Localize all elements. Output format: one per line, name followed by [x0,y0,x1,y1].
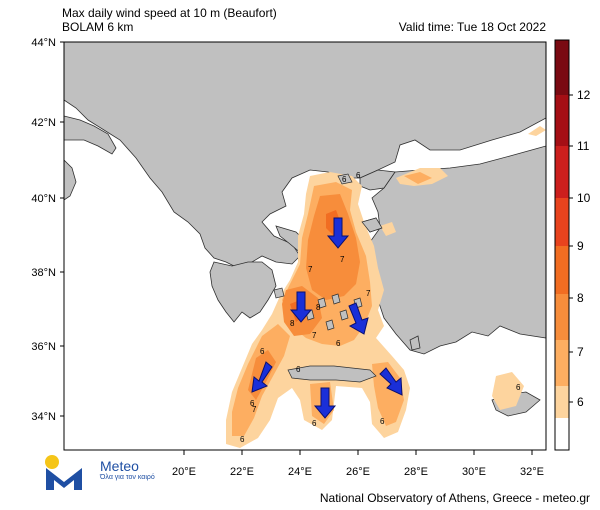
colorbar-segment [555,146,569,198]
contour-label: 6 [240,435,245,444]
contour-label: 7 [312,331,317,340]
colorbar-label: 9 [577,239,584,253]
colorbar-segment [555,340,569,386]
lon-label: 32°E [520,466,544,478]
land-masses [63,41,547,417]
colorbar-segment [555,418,569,450]
colorbar-segment [555,294,569,340]
contour-label: 7 [340,255,345,264]
lon-label: 20°E [172,466,196,478]
contour-label: 6 [250,399,255,408]
lat-label: 42°N [31,117,56,129]
colorbar-label: 10 [577,191,591,205]
contour-label: 8 [316,303,321,312]
wind-arrow-icon [313,387,337,419]
contour-label: 7 [308,265,313,274]
colorbar-segment [555,95,569,146]
map-title: Max daily wind speed at 10 m (Beaufort) [62,6,277,20]
contour-label: 6 [516,383,521,392]
lat-label: 34°N [31,411,56,423]
colorbar-segment [555,198,569,246]
longitude-axis: 20°E 22°E 24°E 26°E 28°E 30°E 32°E [172,450,544,478]
plot-frame [63,41,547,451]
anatolia [365,145,547,355]
model-name: BOLAM 6 km [62,20,134,34]
wind-arrow-icon [379,367,403,396]
contour-label: 6 [356,171,361,180]
contour-label: 8 [290,319,295,328]
logo-name: Meteo [100,458,139,474]
latitude-axis: 44°N 42°N 40°N 38°N 36°N 34°N [31,37,64,423]
contour-label: 7 [252,405,257,414]
logo-tagline: Όλα για τον καιρό [100,474,155,481]
lat-label: 40°N [31,193,56,205]
lon-label: 28°E [404,466,428,478]
colorbar-label: 12 [577,88,591,102]
contour-label: 6 [336,339,341,348]
wind-arrow-icon [348,302,369,335]
contour-label: 6 [312,419,317,428]
aegean-islands [273,173,383,383]
colorbar-label: 7 [577,345,584,359]
colorbar-frame [554,39,570,451]
lon-label: 30°E [462,466,486,478]
contour-label: 6 [296,365,301,374]
wind-arrows [251,217,403,419]
colorbar-segment [555,246,569,294]
lon-label: 24°E [288,466,312,478]
colorbar-label: 11 [577,139,590,153]
meteo-logo-icon [45,455,82,490]
lon-label: 22°E [230,466,254,478]
valid-time: Valid time: Tue 18 Oct 2022 [398,20,546,34]
wind-arrow-icon [251,361,273,393]
peloponnese [209,261,277,323]
colorbar-segment [555,40,569,95]
contour-label: 6 [342,175,347,184]
contour-label: 6 [260,347,265,356]
wind-arrow-icon [289,291,313,323]
italy-heel [63,115,117,155]
contour-label: 7 [366,289,371,298]
meteo-logo [40,452,150,492]
colorbar: 6 7 8 9 10 11 12 [554,39,591,451]
lat-label: 36°N [31,341,56,353]
lon-label: 26°E [346,466,370,478]
lat-label: 44°N [31,37,56,49]
rhodes [409,335,421,351]
colorbar-label: 8 [577,291,584,305]
contour-label: 6 [380,417,385,426]
lat-label: 38°N [31,267,56,279]
wind-arrow-icon [326,217,350,249]
colorbar-label: 6 [577,395,584,409]
colorbar-segment [555,386,569,418]
footer-credit: National Observatory of Athens, Greece -… [319,491,590,505]
